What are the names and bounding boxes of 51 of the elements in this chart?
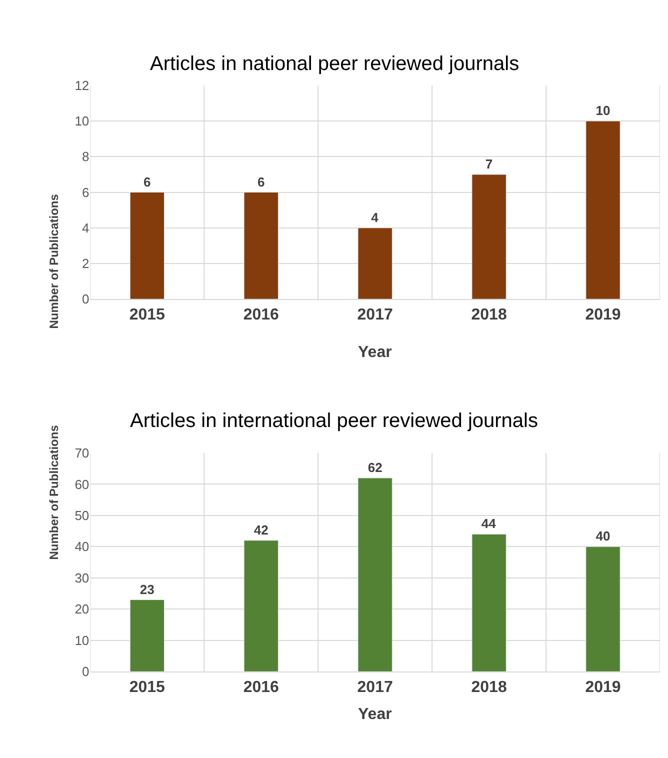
y-tick-label: 20 [74,602,90,617]
x-tick-label: 2015 [129,306,166,324]
bar [244,540,278,672]
data-label: 6 [258,174,265,190]
y-tick-label: 12 [74,78,90,93]
data-label: 6 [144,174,151,190]
y-tick-label: 70 [74,446,90,461]
x-axis-title: Year [358,344,392,361]
y-tick-label: 2 [82,256,90,272]
y-tick-label: 0 [82,292,90,307]
data-label: 44 [481,516,497,532]
y-tick-label: 30 [74,570,90,586]
x-tick-label: 2017 [357,306,393,324]
x-tick-label: 2016 [243,306,280,324]
bar [130,192,164,300]
data-label: 7 [485,156,493,172]
data-label: 62 [368,460,382,475]
bar [244,192,278,300]
y-tick-label: 60 [74,476,90,492]
x-tick-label: 2018 [471,306,507,324]
x-tick-label: 2019 [585,306,621,324]
bar [472,174,506,300]
x-tick-label: 2015 [129,678,166,696]
chart-title: Articles in national peer reviewed journals [150,53,520,75]
x-tick-label: 2018 [471,678,507,696]
x-tick-label: 2019 [585,678,621,696]
bar [358,478,392,672]
y-tick-label: 10 [74,632,90,648]
y-tick-label: 0 [82,664,90,680]
bar [130,600,164,672]
bar [472,534,506,672]
x-axis-title: Year [358,706,392,723]
y-tick-label: 10 [74,114,90,129]
bar [586,546,620,672]
bar [358,228,392,300]
data-label: 42 [254,522,268,538]
y-tick-label: 50 [74,508,90,523]
data-label: 23 [140,582,154,597]
bar [586,120,620,300]
x-tick-label: 2016 [243,678,280,696]
x-tick-label: 2017 [357,678,393,696]
y-axis-title: Number of Publications [47,424,62,560]
data-label: 10 [596,103,610,118]
data-label: 4 [371,210,380,225]
y-tick-label: 6 [82,184,90,200]
y-tick-label: 40 [74,539,90,554]
y-tick-label: 4 [82,220,90,236]
y-axis-title: Number of Publications [47,194,62,329]
y-tick-label: 8 [82,149,90,164]
chart-title: Articles in international peer reviewed journals [130,410,538,432]
data-label: 40 [596,528,610,544]
